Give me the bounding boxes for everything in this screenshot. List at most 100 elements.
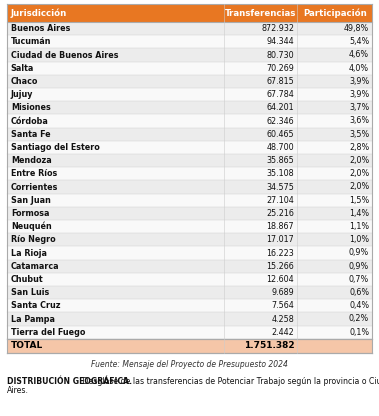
- Text: 3,9%: 3,9%: [349, 90, 369, 99]
- Bar: [7, 141, 372, 154]
- Text: 872.932: 872.932: [261, 24, 294, 33]
- Text: Misiones: Misiones: [11, 103, 50, 112]
- Bar: [7, 154, 372, 167]
- Text: Salta: Salta: [11, 64, 34, 73]
- Text: Transferencias: Transferencias: [225, 8, 296, 17]
- Text: 0,9%: 0,9%: [349, 262, 369, 271]
- Text: Córdoba: Córdoba: [11, 116, 49, 126]
- Bar: [7, 114, 372, 128]
- Text: Chubut: Chubut: [11, 275, 44, 284]
- Text: 60.465: 60.465: [267, 130, 294, 139]
- Text: 49,8%: 49,8%: [344, 24, 369, 33]
- Bar: [7, 339, 372, 353]
- Text: Participación: Participación: [303, 8, 366, 18]
- Bar: [7, 193, 372, 207]
- Text: 3,7%: 3,7%: [349, 103, 369, 112]
- Bar: [7, 299, 372, 312]
- Text: 48.700: 48.700: [267, 143, 294, 152]
- Bar: [7, 101, 372, 114]
- Text: 1.751.382: 1.751.382: [244, 341, 294, 350]
- Text: 2,8%: 2,8%: [349, 143, 369, 152]
- Text: 4.258: 4.258: [271, 314, 294, 324]
- Text: 70.269: 70.269: [266, 64, 294, 73]
- Text: Chaco: Chaco: [11, 77, 38, 86]
- Bar: [7, 233, 372, 246]
- Bar: [7, 286, 372, 299]
- Text: Mendoza: Mendoza: [11, 156, 52, 165]
- Text: La Pampa: La Pampa: [11, 314, 55, 324]
- Bar: [7, 22, 372, 35]
- Text: 34.575: 34.575: [266, 183, 294, 191]
- Text: 2.442: 2.442: [271, 328, 294, 337]
- Text: 2,0%: 2,0%: [349, 169, 369, 178]
- Text: 1,1%: 1,1%: [349, 222, 369, 231]
- Bar: [7, 167, 372, 181]
- Text: Corrientes: Corrientes: [11, 183, 58, 191]
- Text: 18.867: 18.867: [267, 222, 294, 231]
- Text: Formosa: Formosa: [11, 209, 49, 218]
- Bar: [7, 260, 372, 273]
- Text: 5,4%: 5,4%: [349, 37, 369, 46]
- Text: 62.346: 62.346: [267, 116, 294, 126]
- Bar: [7, 273, 372, 286]
- Text: Río Negro: Río Negro: [11, 235, 55, 244]
- Text: TOTAL: TOTAL: [11, 341, 43, 350]
- Text: 1,5%: 1,5%: [349, 196, 369, 205]
- Text: San Juan: San Juan: [11, 196, 51, 205]
- Text: 1,4%: 1,4%: [349, 209, 369, 218]
- Bar: [7, 4, 372, 22]
- Text: Buenos Aires: Buenos Aires: [11, 24, 70, 33]
- Text: 64.201: 64.201: [267, 103, 294, 112]
- Text: Ciudad de Buenos Aires: Ciudad de Buenos Aires: [11, 50, 118, 59]
- Text: La Rioja: La Rioja: [11, 248, 47, 258]
- Bar: [7, 88, 372, 101]
- Bar: [7, 326, 372, 339]
- Text: 27.104: 27.104: [266, 196, 294, 205]
- Text: 4,0%: 4,0%: [349, 64, 369, 73]
- Text: DISTRIBUCIÓN GEOGRÁFICA.: DISTRIBUCIÓN GEOGRÁFICA.: [7, 377, 132, 386]
- Text: Desglose de las transferencias de Potenciar Trabajo según la provincia o Ciudad : Desglose de las transferencias de Potenc…: [80, 377, 379, 386]
- Text: 9.689: 9.689: [271, 288, 294, 297]
- Bar: [7, 312, 372, 326]
- Bar: [7, 48, 372, 62]
- Text: 3,5%: 3,5%: [349, 130, 369, 139]
- Text: 67.815: 67.815: [266, 77, 294, 86]
- Text: 2,0%: 2,0%: [349, 156, 369, 165]
- Text: Santa Cruz: Santa Cruz: [11, 301, 60, 310]
- Bar: [7, 62, 372, 75]
- Text: Tucumán: Tucumán: [11, 37, 51, 46]
- Text: 3,9%: 3,9%: [349, 77, 369, 86]
- Text: 15.266: 15.266: [266, 262, 294, 271]
- Bar: [7, 35, 372, 48]
- Text: 67.784: 67.784: [266, 90, 294, 99]
- Text: 35.865: 35.865: [266, 156, 294, 165]
- Text: Aires.: Aires.: [7, 386, 29, 395]
- Text: Jujuy: Jujuy: [11, 90, 33, 99]
- Text: San Luis: San Luis: [11, 288, 49, 297]
- Text: 4,6%: 4,6%: [349, 50, 369, 59]
- Text: 25.216: 25.216: [266, 209, 294, 218]
- Bar: [7, 220, 372, 233]
- Text: 2,0%: 2,0%: [349, 183, 369, 191]
- Bar: [7, 246, 372, 260]
- Text: 17.017: 17.017: [266, 235, 294, 244]
- Text: 1,0%: 1,0%: [349, 235, 369, 244]
- Text: 0,6%: 0,6%: [349, 288, 369, 297]
- Text: Neuquén: Neuquén: [11, 222, 52, 231]
- Text: Jurisdicción: Jurisdicción: [11, 8, 67, 18]
- Text: 0,7%: 0,7%: [349, 275, 369, 284]
- Text: Catamarca: Catamarca: [11, 262, 60, 271]
- Text: 80.730: 80.730: [267, 50, 294, 59]
- Text: 16.223: 16.223: [266, 248, 294, 258]
- Bar: [7, 128, 372, 141]
- Text: 35.108: 35.108: [267, 169, 294, 178]
- Text: Tierra del Fuego: Tierra del Fuego: [11, 328, 85, 337]
- Text: Fuente: Mensaje del Proyecto de Presupuesto 2024: Fuente: Mensaje del Proyecto de Presupue…: [91, 360, 288, 369]
- Text: 0,1%: 0,1%: [349, 328, 369, 337]
- Text: 7.564: 7.564: [271, 301, 294, 310]
- Text: Entre Ríos: Entre Ríos: [11, 169, 57, 178]
- Text: 0,2%: 0,2%: [349, 314, 369, 324]
- Text: Santa Fe: Santa Fe: [11, 130, 50, 139]
- Bar: [7, 181, 372, 193]
- Text: 0,9%: 0,9%: [349, 248, 369, 258]
